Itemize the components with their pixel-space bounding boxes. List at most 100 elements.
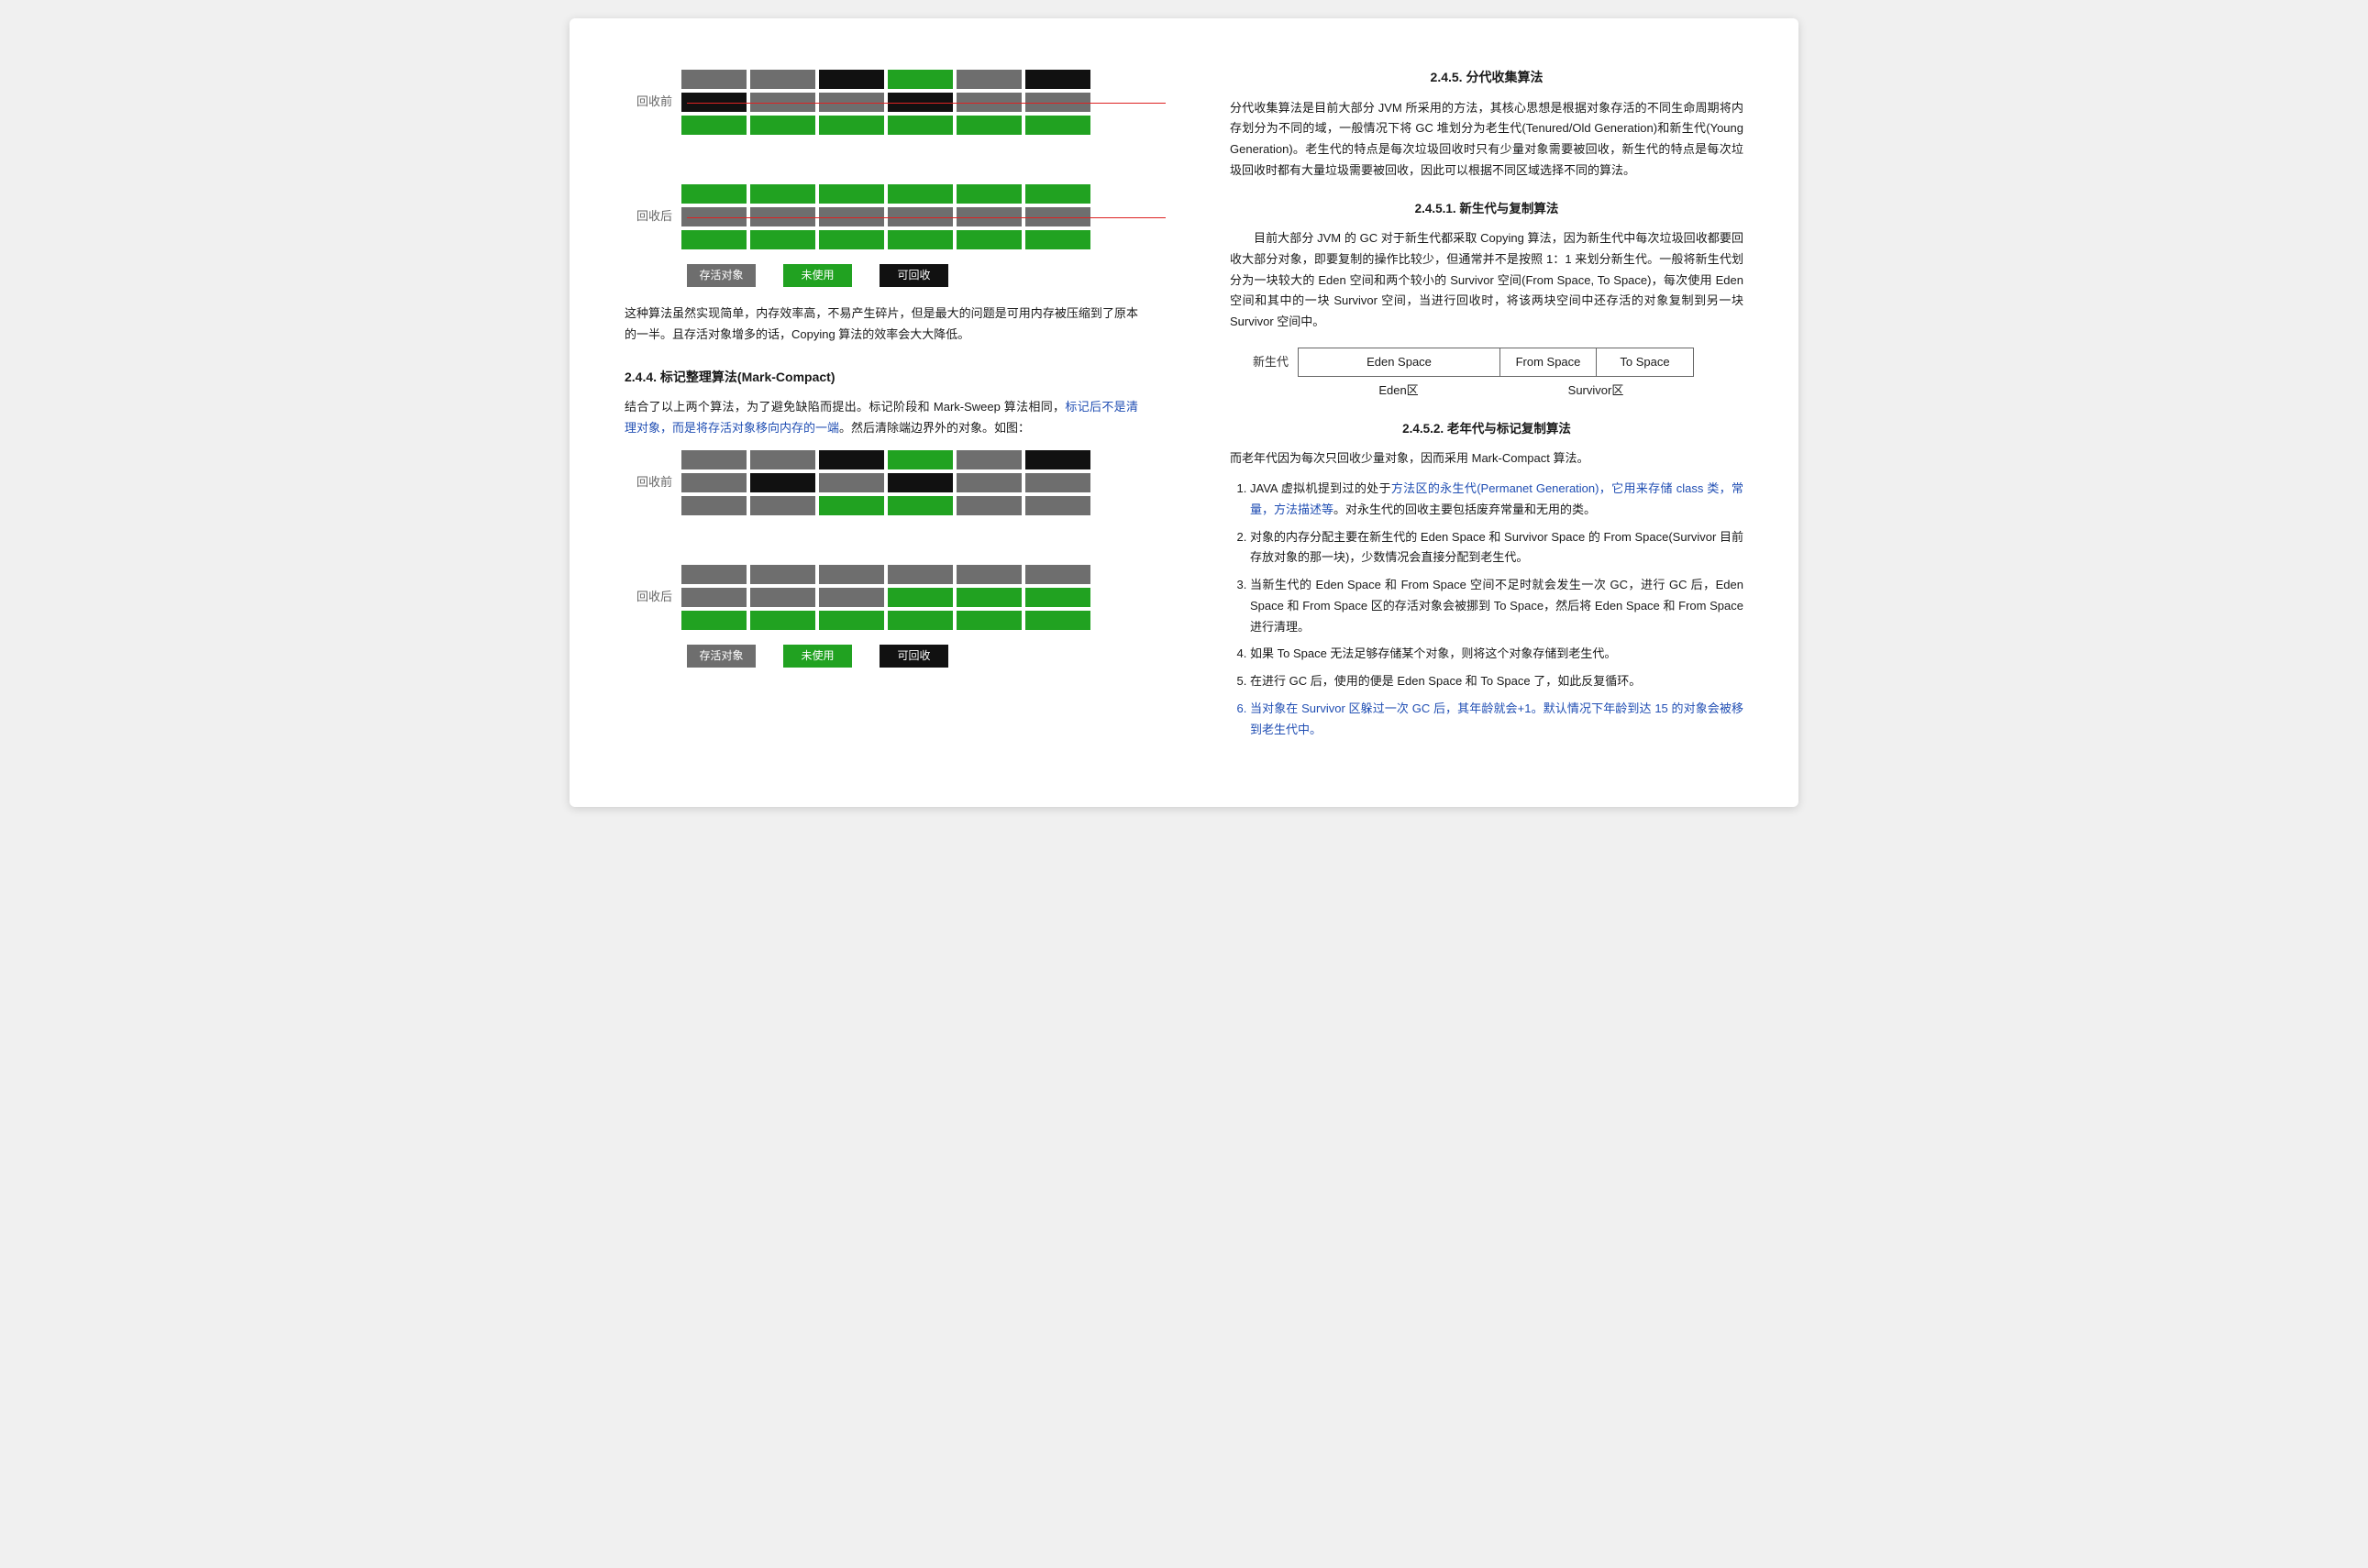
grid-cell	[817, 448, 886, 471]
copy-para: 这种算法虽然实现简单，内存效率高，不易产生碎片，但是最大的问题是可用内存被压缩到…	[625, 304, 1138, 346]
grid-cell	[955, 182, 1024, 205]
grid-cell	[955, 68, 1024, 91]
label-before-2: 回收前	[625, 472, 680, 493]
grid-cell	[680, 494, 748, 517]
mc-c: 。然后清除端边界外的对象。如图：	[839, 421, 1030, 435]
grid-cell	[955, 471, 1024, 494]
page-left: 回收前 回收后 存活对象 未使用 可回收 这种算法虽然实现简单，内存效率高，不易…	[588, 37, 1175, 789]
old-gen-list: JAVA 虚拟机提到过的处于方法区的永生代(Permanet Generatio…	[1230, 479, 1743, 740]
heading-2452: 2.4.5.2. 老年代与标记复制算法	[1230, 418, 1743, 440]
grid-cell	[748, 494, 817, 517]
eden-side-label: 新生代	[1239, 352, 1298, 373]
grid-before-mc	[680, 448, 1092, 517]
grid-cell	[1024, 586, 1092, 609]
grid-cell	[1024, 228, 1092, 251]
grid-cell	[748, 448, 817, 471]
grid-cell	[748, 68, 817, 91]
grid-cell	[1024, 494, 1092, 517]
heading-244: 2.4.4. 标记整理算法(Mark-Compact)	[625, 366, 1138, 389]
grid-cell	[817, 228, 886, 251]
label-before-1: 回收前	[625, 92, 680, 113]
grid-cell	[817, 563, 886, 586]
para-245: 分代收集算法是目前大部分 JVM 所采用的方法，其核心思想是根据对象存活的不同生…	[1230, 98, 1743, 182]
list-item: 当对象在 Survivor 区躲过一次 GC 后，其年龄就会+1。默认情况下年龄…	[1250, 699, 1743, 741]
grid-cell	[886, 471, 955, 494]
redline-2	[687, 217, 1166, 218]
grid-cell	[748, 563, 817, 586]
legend-green-2: 未使用	[783, 645, 852, 668]
grid-cell	[817, 471, 886, 494]
grid-cell	[748, 228, 817, 251]
list-item: 在进行 GC 后，使用的便是 Eden Space 和 To Space 了，如…	[1250, 671, 1743, 692]
legend-copy: 存活对象 未使用 可回收	[687, 264, 1138, 287]
eden-sub-survivor: Survivor区	[1499, 381, 1692, 402]
list-text-post: 。	[1310, 723, 1322, 736]
grid-cell	[955, 114, 1024, 137]
grid-cell	[817, 114, 886, 137]
heading-245: 2.4.5. 分代收集算法	[1230, 66, 1743, 89]
list-text-pre: 当对象在 Survivor 区躲过一次 GC 后，其年龄就会+1。	[1250, 701, 1544, 715]
grid-cell	[680, 609, 748, 632]
grid-cell	[886, 609, 955, 632]
document-spread: 回收前 回收后 存活对象 未使用 可回收 这种算法虽然实现简单，内存效率高，不易…	[570, 18, 1798, 807]
label-after-2: 回收后	[625, 587, 680, 608]
grid-cell	[680, 68, 748, 91]
grid-cell	[748, 609, 817, 632]
grid-after-mc	[680, 563, 1092, 632]
para-2451: 目前大部分 JVM 的 GC 对于新生代都采取 Copying 算法，因为新生代…	[1230, 228, 1743, 333]
grid-cell	[955, 228, 1024, 251]
list-item: 当新生代的 Eden Space 和 From Space 空间不足时就会发生一…	[1250, 575, 1743, 637]
list-item: JAVA 虚拟机提到过的处于方法区的永生代(Permanet Generatio…	[1250, 479, 1743, 521]
legend-grey: 存活对象	[687, 264, 756, 287]
para-2452: 而老年代因为每次只回收少量对象，因而采用 Mark-Compact 算法。	[1230, 448, 1743, 469]
grid-cell	[886, 182, 955, 205]
grid-cell	[680, 471, 748, 494]
grid-cell	[817, 586, 886, 609]
list-item: 对象的内存分配主要在新生代的 Eden Space 和 Survivor Spa…	[1250, 527, 1743, 569]
legend-grey-2: 存活对象	[687, 645, 756, 668]
legend-black-2: 可回收	[880, 645, 948, 668]
mc-a: 结合了以上两个算法，为了避免缺陷而提出。标记阶段和 Mark-Sweep 算法相…	[625, 400, 1065, 414]
grid-cell	[955, 448, 1024, 471]
grid-cell	[748, 114, 817, 137]
eden-table: Eden Space From Space To Space	[1298, 348, 1694, 377]
grid-cell	[955, 586, 1024, 609]
to-space-cell: To Space	[1597, 348, 1693, 376]
grid-cell	[955, 494, 1024, 517]
grid-cell	[817, 68, 886, 91]
grid-cell	[817, 494, 886, 517]
eden-sub-eden: Eden区	[1298, 381, 1499, 402]
grid-cell	[748, 586, 817, 609]
grid-cell	[1024, 471, 1092, 494]
grid-cell	[1024, 563, 1092, 586]
list-item: 如果 To Space 无法足够存储某个对象，则将这个对象存储到老生代。	[1250, 644, 1743, 665]
grid-cell	[680, 228, 748, 251]
markcompact-intro: 结合了以上两个算法，为了避免缺陷而提出。标记阶段和 Mark-Sweep 算法相…	[625, 397, 1138, 439]
page-right: 2.4.5. 分代收集算法 分代收集算法是目前大部分 JVM 所采用的方法，其核…	[1193, 37, 1780, 789]
grid-cell	[886, 494, 955, 517]
grid-cell	[680, 114, 748, 137]
grid-cell	[817, 609, 886, 632]
grid-cell	[955, 563, 1024, 586]
grid-cell	[955, 609, 1024, 632]
grid-cell	[817, 182, 886, 205]
legend-black: 可回收	[880, 264, 948, 287]
list-text-post: 。对永生代的回收主要包括废弃常量和无用的类。	[1333, 502, 1596, 516]
from-space-cell: From Space	[1500, 348, 1597, 376]
grid-cell	[680, 586, 748, 609]
markcompact-diagram: 回收前 回收后 存活对象 未使用 可回收	[625, 448, 1138, 668]
list-text-pre: JAVA 虚拟机提到过的处于	[1250, 481, 1391, 495]
grid-cell	[1024, 448, 1092, 471]
grid-cell	[1024, 114, 1092, 137]
grid-cell	[886, 114, 955, 137]
eden-diagram: 新生代 Eden Space From Space To Space	[1239, 348, 1743, 377]
copying-diagram: 回收前 回收后 存活对象 未使用 可回收	[625, 68, 1138, 287]
grid-cell	[886, 228, 955, 251]
grid-cell	[886, 563, 955, 586]
grid-cell	[1024, 609, 1092, 632]
grid-cell	[748, 182, 817, 205]
grid-cell	[1024, 68, 1092, 91]
label-after-1: 回收后	[625, 206, 680, 227]
grid-cell	[886, 586, 955, 609]
grid-cell	[1024, 182, 1092, 205]
